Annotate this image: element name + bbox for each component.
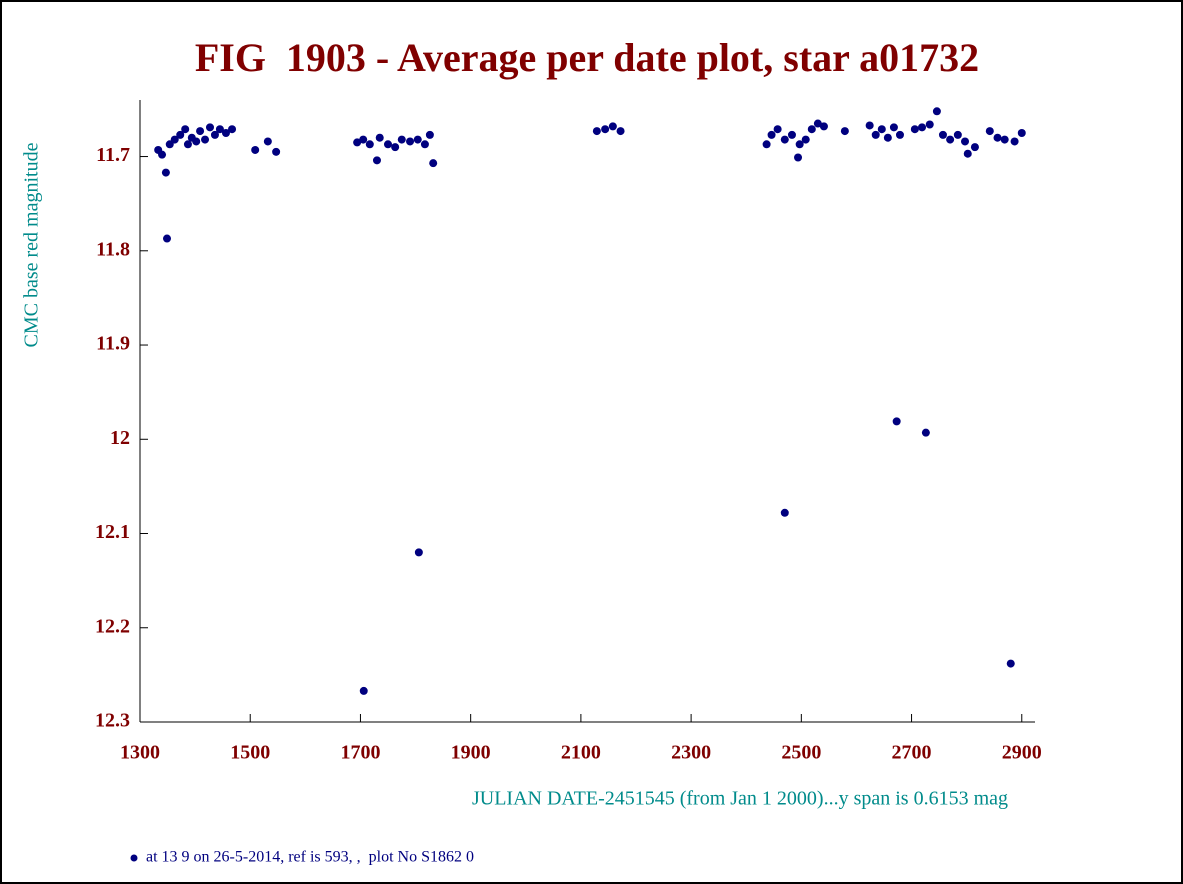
- point: [767, 130, 776, 139]
- x-tick-label: 2100: [561, 742, 601, 764]
- point: [383, 140, 392, 149]
- point: [921, 428, 930, 437]
- point: [263, 137, 272, 146]
- point: [161, 168, 170, 177]
- point: [425, 130, 434, 139]
- point: [801, 135, 810, 144]
- point: [895, 130, 904, 139]
- point: [925, 120, 934, 129]
- point: [883, 133, 892, 142]
- x-tick-label: 1500: [230, 742, 270, 764]
- point: [780, 135, 789, 144]
- point: [372, 156, 381, 165]
- point: [215, 125, 224, 134]
- point: [183, 140, 192, 149]
- y-tick-label: 12.1: [95, 521, 130, 543]
- x-tick-label: 1900: [451, 742, 491, 764]
- point: [353, 138, 362, 147]
- point: [592, 127, 601, 136]
- point: [961, 137, 970, 146]
- point: [228, 125, 237, 134]
- point: [946, 135, 955, 144]
- x-tick-label: 2900: [1002, 742, 1042, 764]
- point: [953, 130, 962, 139]
- x-tick-label: 1700: [340, 742, 380, 764]
- point: [163, 234, 172, 243]
- point: [176, 130, 185, 139]
- point: [1017, 128, 1026, 137]
- point: [391, 143, 400, 152]
- y-axis-label: CMC base red magnitude: [21, 142, 43, 347]
- point: [406, 137, 415, 146]
- point: [773, 125, 782, 134]
- x-tick-label: 2300: [671, 742, 711, 764]
- y-tick-label: 11.7: [96, 144, 130, 166]
- point: [877, 125, 886, 134]
- point: [616, 127, 625, 136]
- point: [429, 159, 438, 168]
- point: [158, 150, 167, 159]
- point: [205, 123, 214, 132]
- point: [413, 135, 422, 144]
- point: [196, 127, 205, 136]
- x-tick-label: 2500: [781, 742, 821, 764]
- point: [365, 140, 374, 149]
- point: [795, 140, 804, 149]
- point: [420, 140, 429, 149]
- point: [414, 548, 423, 557]
- point: [272, 147, 281, 156]
- x-axis-label: JULIAN DATE-2451545 (from Jan 1 2000)...…: [472, 788, 1008, 810]
- point: [375, 133, 384, 142]
- point: [210, 130, 219, 139]
- y-tick-label: 12.3: [95, 710, 130, 732]
- point: [201, 135, 210, 144]
- point: [1006, 659, 1015, 668]
- point: [192, 137, 201, 146]
- point: [359, 135, 368, 144]
- point: [918, 123, 927, 132]
- point: [813, 119, 822, 128]
- point: [985, 127, 994, 136]
- point: [963, 149, 972, 158]
- legend-label: at 13 9 on 26-5-2014, ref is 593, , plot…: [146, 849, 474, 866]
- point: [807, 125, 816, 134]
- point: [608, 122, 617, 131]
- point: [865, 121, 874, 130]
- point: [780, 508, 789, 517]
- point: [970, 143, 979, 152]
- point: [938, 130, 947, 139]
- y-tick-label: 11.8: [96, 238, 130, 260]
- point: [181, 125, 190, 134]
- chart-title: FIG 1903 - Average per date plot, star a…: [195, 35, 979, 80]
- point: [794, 153, 803, 162]
- point: [993, 133, 1002, 142]
- point: [871, 130, 880, 139]
- point: [787, 130, 796, 139]
- point: [165, 140, 174, 149]
- x-tick-label: 2700: [892, 742, 932, 764]
- point: [170, 135, 179, 144]
- y-tick-label: 11.9: [96, 333, 130, 355]
- point: [819, 122, 828, 131]
- point: [397, 135, 406, 144]
- y-tick-label: 12.2: [95, 615, 130, 637]
- x-tick-label: 1300: [120, 742, 160, 764]
- point: [762, 140, 771, 149]
- point: [601, 125, 610, 134]
- point: [840, 127, 849, 136]
- point: [1000, 135, 1009, 144]
- point: [1010, 137, 1019, 146]
- point: [359, 686, 368, 695]
- y-tick-label: 12: [110, 427, 130, 449]
- point: [251, 145, 260, 154]
- point: [932, 107, 941, 116]
- point: [221, 128, 230, 137]
- point: [910, 125, 919, 134]
- point: [892, 417, 901, 426]
- legend-marker: [130, 854, 138, 862]
- point: [889, 123, 898, 132]
